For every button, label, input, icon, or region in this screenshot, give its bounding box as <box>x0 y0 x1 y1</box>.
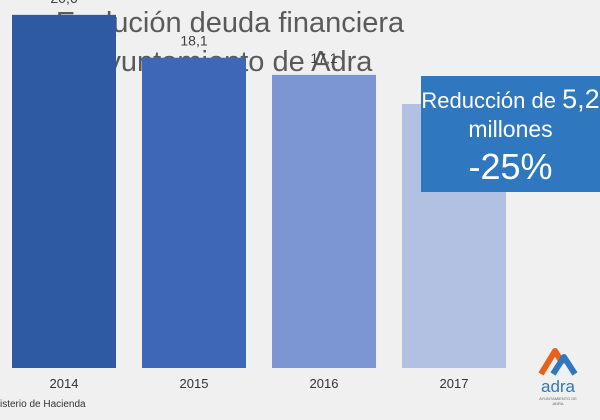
source-note: isterio de Hacienda <box>0 399 86 410</box>
reduction-callout: Reducción de 5,2 millones -25% <box>421 76 600 192</box>
data-label-2014: 20,6 <box>50 0 77 6</box>
x-tick-2014: 2014 <box>50 376 79 391</box>
x-tick-2017: 2017 <box>440 376 469 391</box>
bar-2015 <box>142 57 246 368</box>
callout-line-1: Reducción de 5,2 <box>421 84 600 115</box>
adra-logo: adra AYUNTAMIENTO DE ADRA <box>536 344 580 406</box>
x-tick-2015: 2015 <box>180 376 209 391</box>
callout-reduction-value: 5,2 <box>562 84 600 114</box>
callout-line-2: millones <box>468 116 553 142</box>
adra-logo-mark <box>538 348 578 376</box>
x-tick-2016: 2016 <box>310 376 339 391</box>
callout-reduction-text: Reducción de <box>421 88 556 113</box>
bar-2016 <box>272 74 376 368</box>
adra-logo-text: adra <box>540 377 576 396</box>
data-label-2016: 17,1 <box>310 50 337 66</box>
data-label-2015: 18,1 <box>180 33 207 49</box>
adra-logo-subtext: AYUNTAMIENTO DE ADRA <box>539 396 577 406</box>
callout-percentage: -25% <box>468 146 553 187</box>
bar-2014 <box>12 14 116 368</box>
